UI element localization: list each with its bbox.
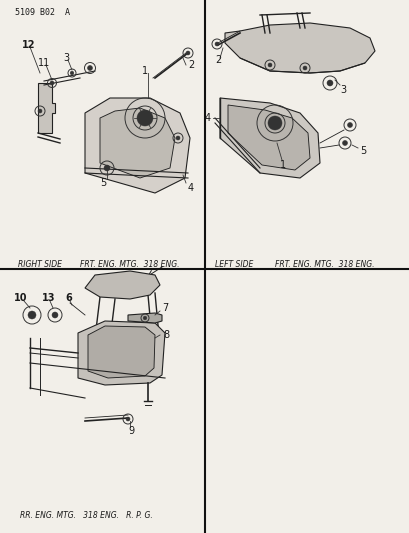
Text: 7: 7 (162, 303, 168, 313)
Text: FRT. ENG. MTG.  318 ENG.: FRT. ENG. MTG. 318 ENG. (80, 260, 179, 269)
Text: 2: 2 (188, 60, 194, 70)
Text: 10: 10 (14, 293, 27, 303)
Polygon shape (128, 313, 162, 323)
Text: 5: 5 (100, 178, 106, 188)
Polygon shape (220, 98, 319, 178)
Text: 5109 B02  A: 5109 B02 A (15, 8, 70, 17)
Circle shape (326, 80, 332, 86)
Text: 8: 8 (163, 330, 169, 340)
Text: 12: 12 (22, 40, 36, 50)
Text: 4: 4 (204, 113, 211, 123)
Text: LEFT SIDE: LEFT SIDE (214, 260, 253, 269)
Circle shape (347, 123, 352, 127)
Text: 9: 9 (128, 426, 134, 436)
Circle shape (267, 116, 281, 130)
Circle shape (143, 316, 146, 320)
Circle shape (126, 417, 130, 421)
Circle shape (271, 120, 277, 126)
Text: 1: 1 (142, 66, 148, 76)
Circle shape (50, 81, 54, 85)
Circle shape (87, 66, 92, 70)
Circle shape (342, 141, 347, 146)
Circle shape (186, 51, 189, 55)
Text: 4: 4 (188, 183, 193, 193)
Text: 2: 2 (214, 55, 221, 65)
Text: 1: 1 (279, 160, 285, 170)
Polygon shape (38, 83, 55, 133)
Text: RR. ENG. MTG.   318 ENG.   R. P. G.: RR. ENG. MTG. 318 ENG. R. P. G. (20, 511, 153, 520)
Polygon shape (227, 105, 309, 170)
Circle shape (52, 312, 58, 318)
Circle shape (137, 110, 153, 126)
Circle shape (28, 311, 36, 319)
Polygon shape (88, 326, 155, 378)
Text: 3: 3 (63, 53, 69, 63)
Circle shape (302, 66, 306, 70)
Polygon shape (85, 271, 160, 299)
Circle shape (104, 165, 110, 171)
Polygon shape (85, 98, 189, 193)
Text: 13: 13 (42, 293, 55, 303)
Text: 5: 5 (359, 146, 365, 156)
Circle shape (267, 63, 271, 67)
Text: 11: 11 (38, 58, 50, 68)
Text: 6: 6 (65, 293, 72, 303)
Polygon shape (100, 108, 175, 178)
Circle shape (142, 115, 148, 121)
Circle shape (214, 42, 218, 46)
Text: 3: 3 (339, 85, 345, 95)
Polygon shape (78, 321, 164, 385)
Circle shape (38, 109, 42, 113)
Circle shape (70, 71, 74, 75)
Polygon shape (225, 23, 374, 73)
Text: RIGHT SIDE: RIGHT SIDE (18, 260, 62, 269)
Text: FRT. ENG. MTG.  318 ENG.: FRT. ENG. MTG. 318 ENG. (274, 260, 373, 269)
Circle shape (175, 136, 180, 140)
